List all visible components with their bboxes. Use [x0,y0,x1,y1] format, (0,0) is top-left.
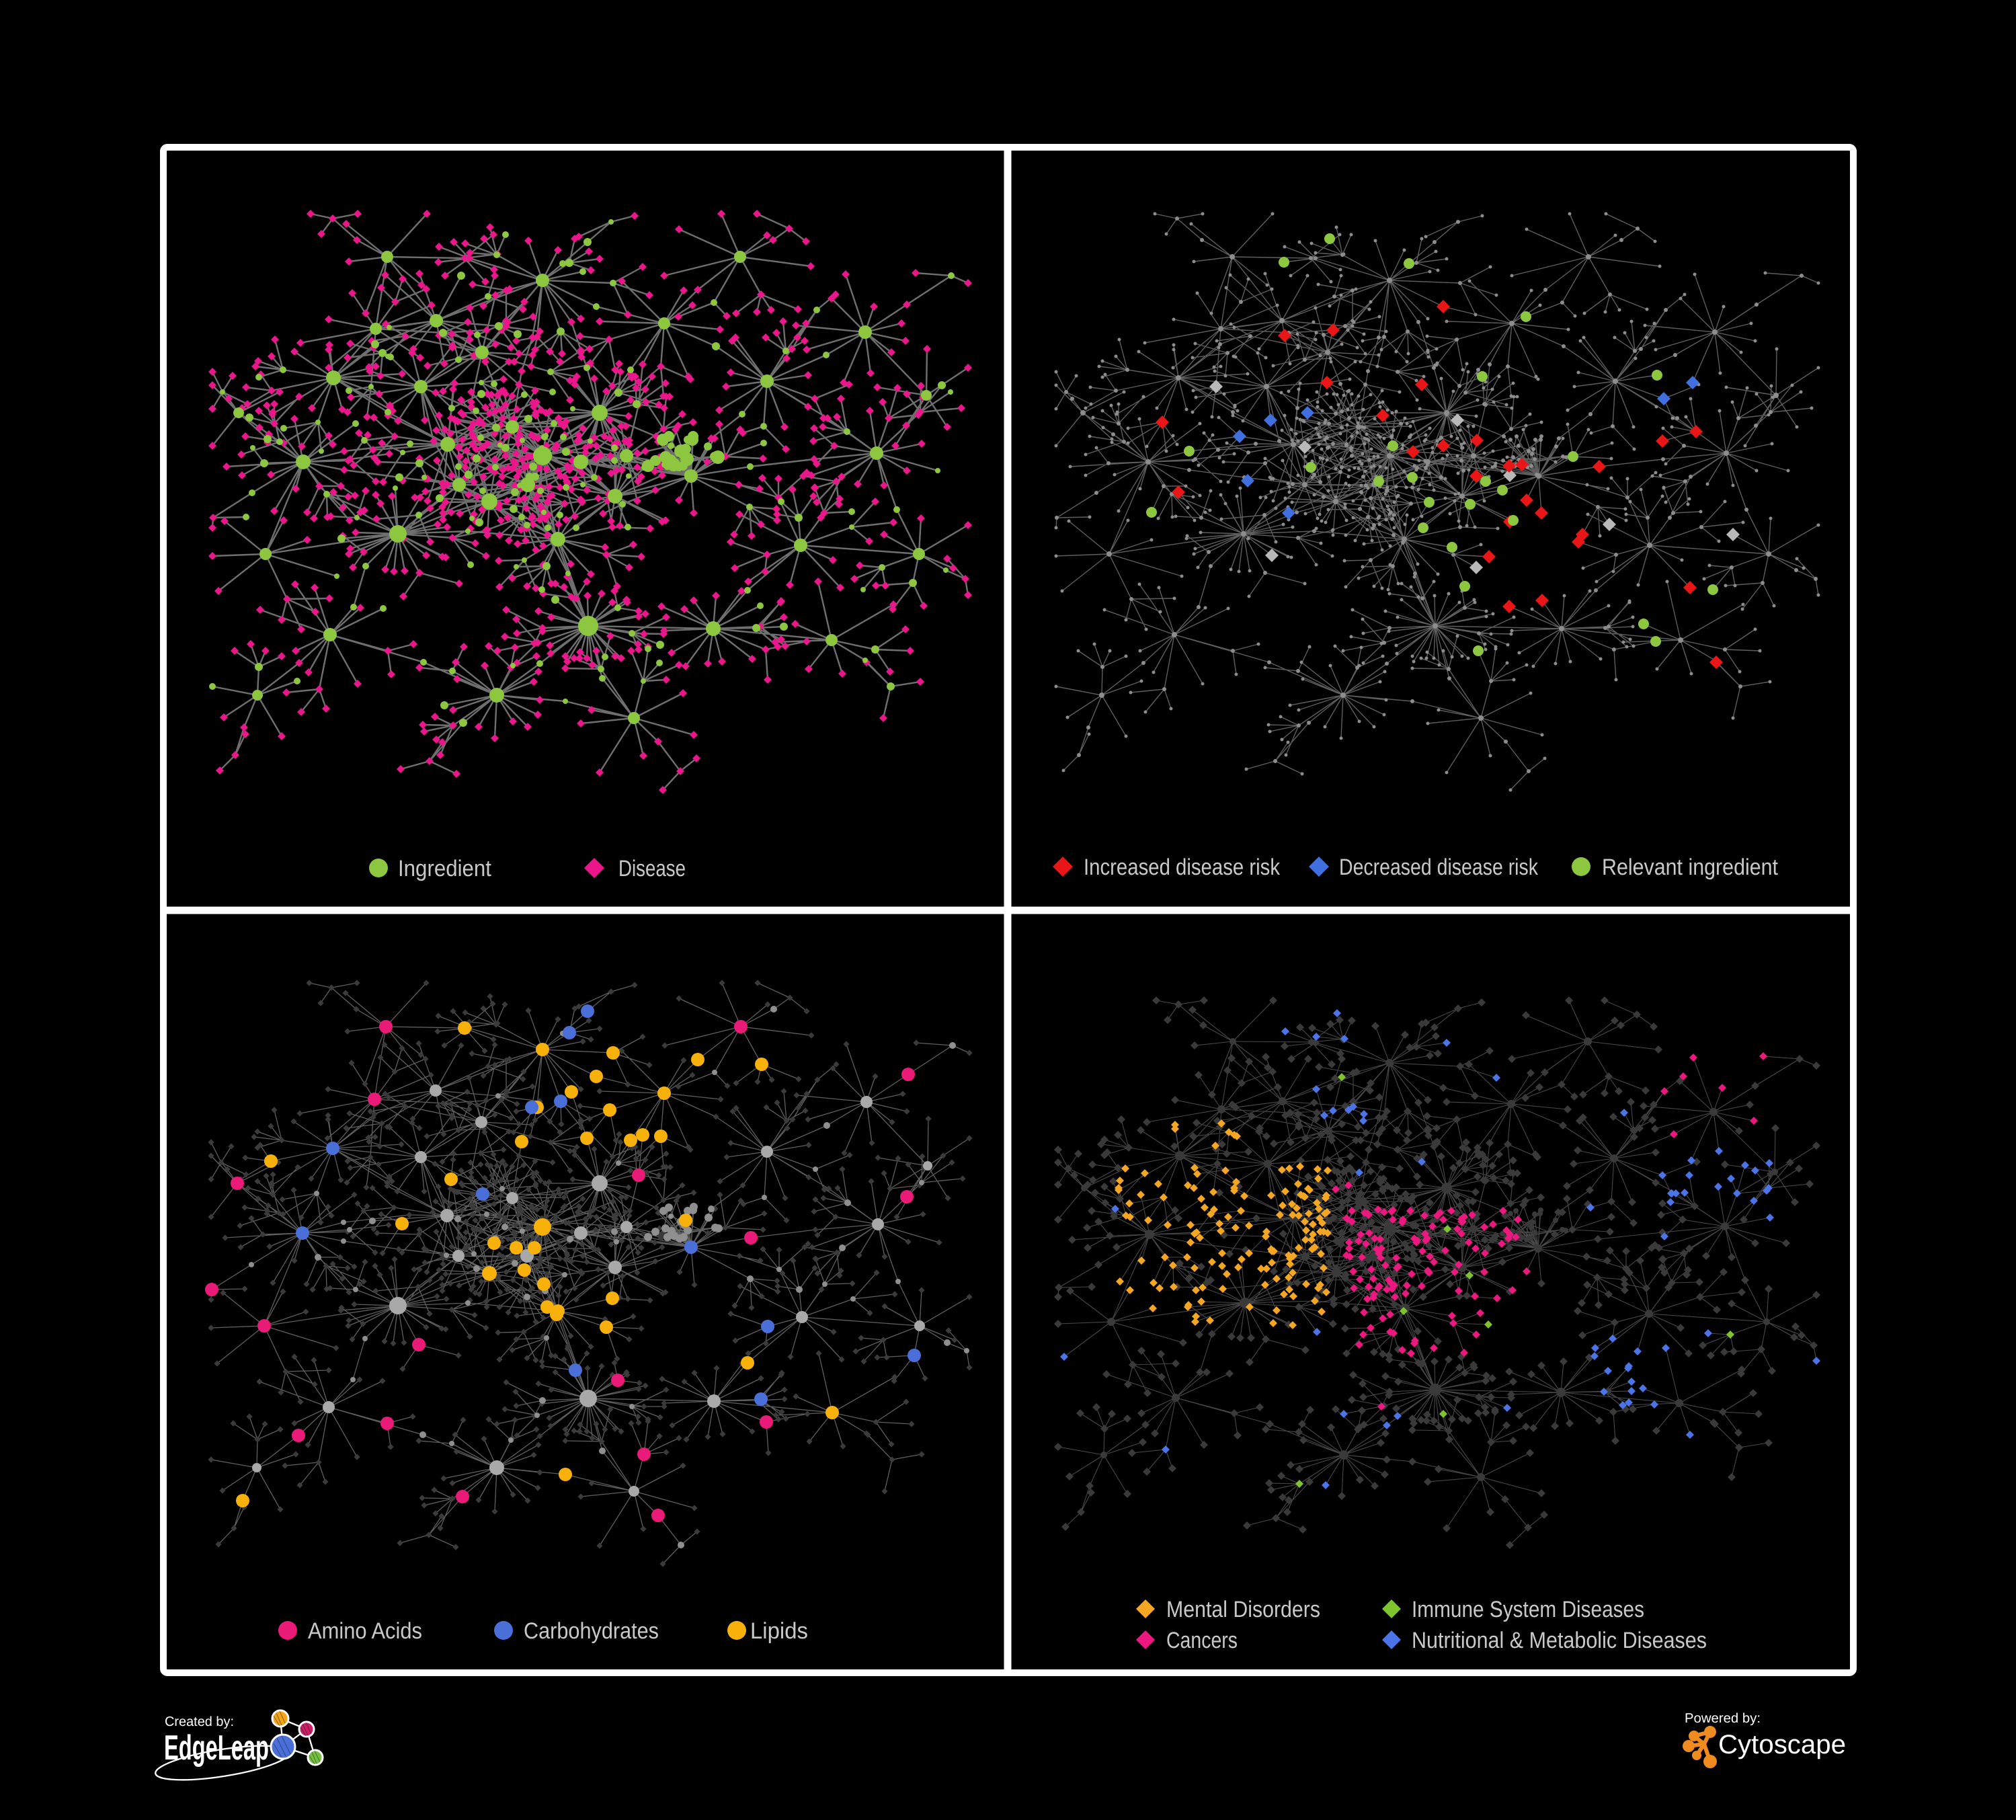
svg-text:Immune System Diseases: Immune System Diseases [1412,1597,1644,1622]
svg-text:Mental Disorders: Mental Disorders [1166,1597,1320,1622]
svg-text:Disease: Disease [618,856,686,881]
svg-text:Powered by:: Powered by: [1685,1711,1761,1726]
svg-text:Ingredient: Ingredient [398,856,491,881]
svg-text:Nutritional & Metabolic Diseas: Nutritional & Metabolic Diseases [1412,1628,1707,1653]
svg-text:Lipids: Lipids [750,1618,808,1644]
svg-text:EdgeLeap: EdgeLeap [164,1729,269,1768]
svg-text:Relevant ingredient: Relevant ingredient [1602,855,1778,880]
svg-text:Increased disease risk: Increased disease risk [1084,855,1281,880]
svg-text:Decreased disease risk: Decreased disease risk [1339,855,1539,880]
svg-text:Cytoscape: Cytoscape [1718,1730,1846,1759]
svg-text:Cancers: Cancers [1166,1628,1238,1653]
svg-text:Carbohydrates: Carbohydrates [524,1618,659,1644]
svg-text:Amino Acids: Amino Acids [308,1618,422,1644]
svg-text:Created by:: Created by: [165,1714,234,1729]
